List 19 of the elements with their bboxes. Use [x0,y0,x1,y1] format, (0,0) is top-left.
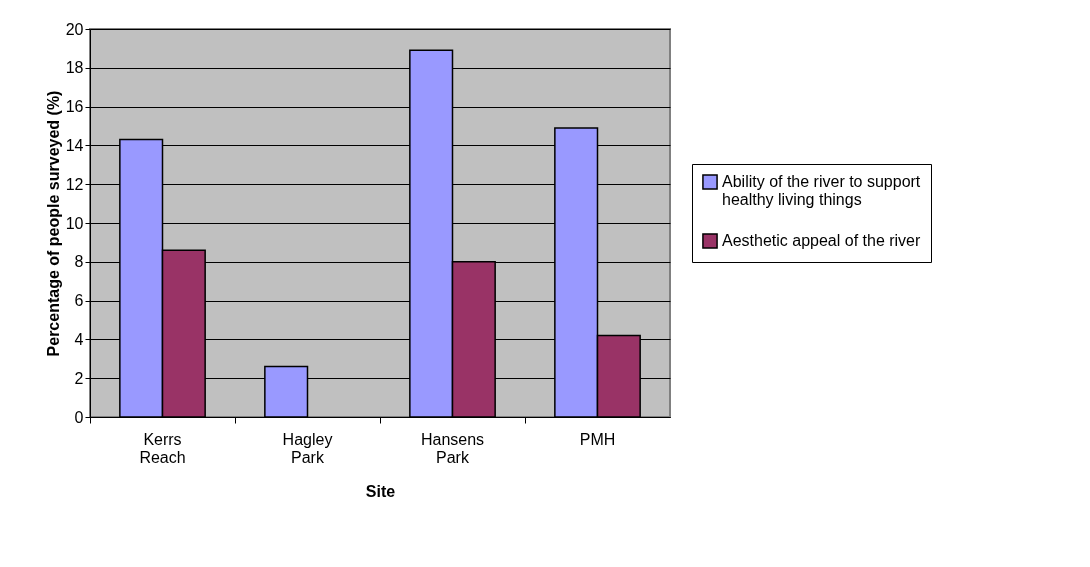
y-tick-label: 4 [74,330,84,348]
y-tick-label: 16 [65,98,84,116]
y-tick-label: 10 [65,214,84,232]
y-tick-label: 18 [65,59,84,77]
y-axis-title: Percentage of people surveyed (%) [44,90,62,357]
x-tick-label: PMH [579,430,616,448]
legend-label: Aesthetic appeal of the river [722,232,922,249]
x-tick-label: Hagley Park [282,430,333,466]
x-axis-title: Site [365,482,396,500]
legend-label: Ability of the river to support healthy living things [722,173,921,208]
x-tick-label: Hansens Park [420,430,485,466]
x-tick-label: Kerrs Reach [139,430,186,466]
y-tick-label: 8 [74,253,84,271]
y-tick-label: 20 [65,20,84,38]
y-tick-label: 12 [65,175,84,193]
y-tick-label: 14 [65,136,84,154]
y-tick-label: 2 [74,369,84,387]
y-tick-label: 6 [74,292,84,310]
y-tick-label: 0 [74,408,84,426]
